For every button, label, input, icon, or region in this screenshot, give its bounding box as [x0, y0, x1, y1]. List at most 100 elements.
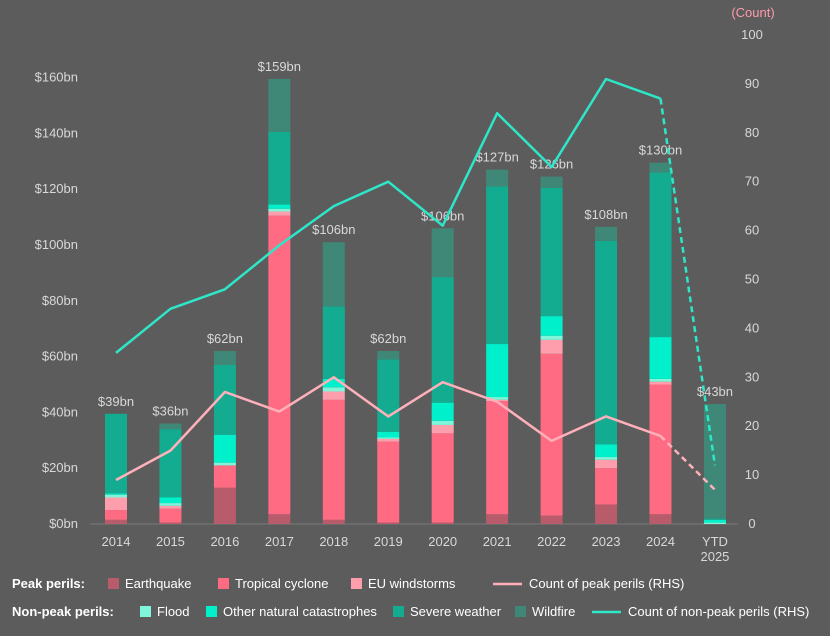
- x-tick-label: 2024: [646, 534, 675, 549]
- legend-label-flood: Flood: [157, 604, 190, 619]
- bar-wildfire: [595, 226, 618, 241]
- legend-swatch-eu-windstorms: [351, 578, 362, 589]
- bar-eu-windstorms: [322, 391, 345, 400]
- bar-severe-weather: [540, 187, 563, 317]
- total-label: $39bn: [98, 394, 134, 409]
- bar-earthquake: [595, 504, 618, 524]
- legend-swatch-earthquake: [108, 578, 119, 589]
- bar-severe-weather: [322, 306, 345, 379]
- bar-severe-weather: [595, 240, 618, 445]
- total-label: $127bn: [475, 150, 518, 165]
- y2-tick-label: 0: [748, 516, 755, 531]
- legend-label-other-natcat: Other natural catastrophes: [223, 604, 377, 619]
- legend-label-tropical-cyclone: Tropical cyclone: [235, 576, 328, 591]
- y2-tick-label: 30: [745, 369, 759, 384]
- bar-eu-windstorms: [540, 339, 563, 354]
- y2-tick-label: 10: [745, 467, 759, 482]
- bar-flood: [322, 387, 345, 392]
- y-tick-label: $140bn: [35, 125, 78, 140]
- bar-earthquake: [486, 514, 509, 524]
- bar-tropical-cyclone: [322, 399, 345, 520]
- bar-tropical-cyclone: [649, 384, 672, 515]
- bar-wildfire: [377, 351, 400, 360]
- bar-severe-weather: [703, 518, 726, 520]
- y2-tick-label: 80: [745, 125, 759, 140]
- legend: Peak perils: Earthquake Tropical cyclone…: [12, 576, 809, 619]
- total-labels: $39bn $36bn $62bn $159bn $106bn $62bn $106bn $1…: [98, 59, 733, 419]
- y-tick-label: $160bn: [35, 70, 78, 85]
- bar-eu-windstorms: [431, 424, 454, 434]
- bar-tropical-cyclone: [213, 465, 236, 488]
- bar-eu-windstorms: [159, 505, 182, 509]
- bar-earthquake: [213, 487, 236, 524]
- count-lines: [115, 77, 717, 491]
- total-label: $106bn: [421, 208, 464, 223]
- bar-eu-windstorms: [268, 211, 291, 216]
- bar-other-natural-catastrophes: [213, 434, 236, 463]
- x-tick-label: 2015: [156, 534, 185, 549]
- bar-flood: [268, 208, 291, 212]
- x-tick-label: 2014: [102, 534, 131, 549]
- bar-severe-weather: [431, 277, 454, 403]
- bar-flood: [486, 397, 509, 400]
- legend-label-wildfire: Wildfire: [532, 604, 575, 619]
- legend-peak-title: Peak perils:: [12, 576, 85, 591]
- legend-label-eu-windstorms: EU windstorms: [368, 576, 456, 591]
- x-tick-label: 2022: [537, 534, 566, 549]
- y2-tick-label: 100: [741, 27, 763, 42]
- bar-wildfire: [486, 169, 509, 187]
- x-tick-label: 2019: [374, 534, 403, 549]
- legend-swatch-other-natcat: [206, 606, 217, 617]
- bar-other-natural-catastrophes: [268, 204, 291, 209]
- right-axis-unit: (Count): [731, 5, 774, 20]
- bar-other-natural-catastrophes: [377, 431, 400, 438]
- legend-nonpeak-title: Non-peak perils:: [12, 604, 114, 619]
- bar-other-natural-catastrophes: [486, 344, 509, 398]
- left-axis-ticks: $0bn $20bn $40bn $60bn $80bn $100bn $120bn $140…: [35, 70, 78, 531]
- legend-swatch-wildfire: [515, 606, 526, 617]
- y-tick-label: $120bn: [35, 181, 78, 196]
- legend-label-earthquake: Earthquake: [125, 576, 192, 591]
- y-tick-label: $40bn: [42, 404, 78, 419]
- y-tick-label: $20bn: [42, 460, 78, 475]
- y2-tick-label: 70: [745, 174, 759, 189]
- y-tick-label: $0bn: [49, 516, 78, 531]
- x-tick-label: 2023: [592, 534, 621, 549]
- bar-eu-windstorms: [595, 459, 618, 469]
- total-label: $62bn: [207, 331, 243, 346]
- legend-label-severe-weather: Severe weather: [410, 604, 502, 619]
- bar-wildfire: [540, 176, 563, 188]
- bar-other-natural-catastrophes: [322, 378, 345, 388]
- legend-label-count-nonpeak: Count of non-peak perils (RHS): [628, 604, 809, 619]
- y-tick-label: $60bn: [42, 349, 78, 364]
- y2-tick-label: 20: [745, 418, 759, 433]
- bar-wildfire: [649, 162, 672, 173]
- bar-severe-weather: [377, 359, 400, 432]
- y2-tick-label: 50: [745, 272, 759, 287]
- bar-severe-weather: [213, 364, 236, 435]
- y2-tick-label: 90: [745, 76, 759, 91]
- bar-earthquake: [377, 522, 400, 524]
- bar-earthquake: [431, 522, 454, 524]
- line-count-of-non-peak-perils-rhs: [115, 77, 661, 354]
- bar-flood: [431, 420, 454, 425]
- bar-earthquake: [540, 515, 563, 524]
- bar-eu-windstorms: [377, 438, 400, 442]
- bar-severe-weather: [486, 186, 509, 345]
- total-label: $43bn: [697, 384, 733, 399]
- total-label: $62bn: [370, 331, 406, 346]
- bar-flood: [213, 462, 236, 466]
- bar-flood: [703, 522, 726, 524]
- line-count-of-peak-perils-rhs: [115, 376, 661, 482]
- legend-swatch-tropical-cyclone: [218, 578, 229, 589]
- bar-flood: [595, 457, 618, 460]
- legend-swatch-severe-weather: [393, 606, 404, 617]
- total-label: $36bn: [152, 404, 188, 419]
- bar-wildfire: [159, 423, 182, 430]
- bar-other-natural-catastrophes: [431, 402, 454, 421]
- y2-tick-label: 40: [745, 320, 759, 335]
- bar-flood: [105, 494, 127, 498]
- line-count-of-peak-perils-rhs-dashed: [659, 435, 716, 491]
- bar-tropical-cyclone: [486, 401, 509, 515]
- bar-tropical-cyclone: [431, 433, 454, 523]
